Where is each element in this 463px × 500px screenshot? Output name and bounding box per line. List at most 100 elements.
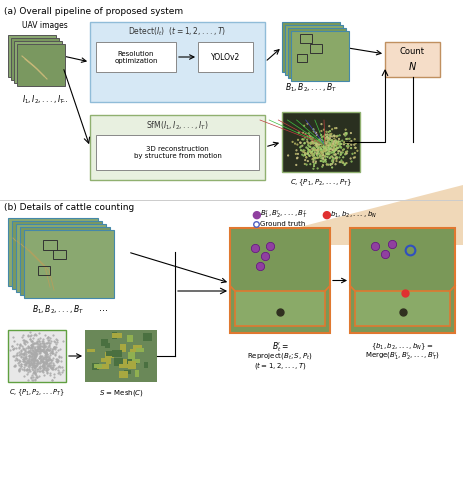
- Point: [301, 146, 308, 154]
- Point: [333, 124, 340, 132]
- Point: [345, 142, 352, 150]
- Point: [314, 146, 322, 154]
- Point: [25, 348, 32, 356]
- Point: [23, 338, 30, 345]
- Point: [326, 148, 333, 156]
- Point: [324, 144, 332, 152]
- Point: [330, 140, 337, 148]
- Point: [40, 337, 47, 345]
- Point: [329, 140, 337, 148]
- Point: [23, 366, 31, 374]
- Point: [331, 138, 338, 146]
- Point: [318, 152, 325, 160]
- Point: [46, 362, 53, 370]
- Point: [44, 345, 51, 353]
- Point: [44, 336, 51, 344]
- Point: [314, 148, 321, 156]
- Point: [326, 144, 333, 152]
- Point: [40, 361, 47, 369]
- Point: [333, 132, 340, 140]
- Point: [28, 336, 35, 344]
- Point: [50, 370, 57, 378]
- Point: [328, 138, 336, 146]
- Point: [331, 124, 338, 132]
- Point: [300, 148, 307, 156]
- Point: [313, 142, 320, 150]
- Point: [343, 135, 350, 143]
- Point: [307, 142, 314, 150]
- Point: [50, 366, 57, 374]
- Point: [17, 340, 24, 348]
- Point: [329, 154, 337, 162]
- Point: [331, 146, 338, 154]
- Point: [51, 366, 59, 374]
- Point: [330, 156, 337, 164]
- Point: [335, 138, 342, 145]
- Point: [335, 147, 342, 155]
- FancyBboxPatch shape: [90, 115, 265, 180]
- Point: [318, 142, 325, 150]
- Point: [339, 146, 346, 154]
- Point: [325, 132, 332, 140]
- Point: [312, 142, 319, 150]
- Point: [39, 340, 46, 347]
- Point: [328, 148, 336, 156]
- Point: [332, 146, 340, 154]
- Point: [38, 356, 45, 364]
- Bar: [112, 332, 117, 338]
- Point: [25, 359, 33, 367]
- Point: [339, 148, 346, 156]
- Point: [41, 339, 48, 347]
- Point: [52, 355, 59, 363]
- Point: [37, 346, 44, 354]
- Point: [18, 366, 25, 374]
- FancyBboxPatch shape: [288, 28, 346, 78]
- Point: [320, 139, 328, 147]
- Point: [313, 142, 321, 150]
- Point: [324, 146, 331, 154]
- Point: [26, 357, 33, 365]
- Point: [321, 147, 329, 155]
- Point: [38, 337, 46, 345]
- Text: Merge$(B_1', B_2', ..., B_T')$: Merge$(B_1', B_2', ..., B_T')$: [365, 351, 440, 363]
- Point: [19, 350, 26, 358]
- Point: [35, 346, 43, 354]
- Point: [18, 362, 25, 370]
- Point: [24, 366, 31, 374]
- Point: [29, 350, 36, 358]
- Point: [305, 130, 313, 138]
- Point: [27, 332, 35, 340]
- Point: [309, 136, 316, 143]
- Point: [317, 145, 325, 153]
- Point: [43, 360, 50, 368]
- Point: [342, 150, 350, 158]
- Point: [343, 142, 350, 150]
- Point: [43, 345, 50, 353]
- Point: [306, 132, 313, 140]
- Point: [17, 350, 24, 358]
- Point: [313, 140, 320, 148]
- Point: [25, 364, 33, 372]
- Point: [332, 142, 339, 150]
- Point: [319, 151, 327, 159]
- Point: [322, 152, 329, 160]
- Point: [53, 338, 60, 345]
- Point: [36, 362, 43, 370]
- Text: YOLOv2: YOLOv2: [211, 52, 240, 62]
- Point: [328, 136, 336, 144]
- Point: [31, 330, 39, 338]
- FancyBboxPatch shape: [8, 218, 98, 286]
- Point: [31, 350, 39, 358]
- Point: [34, 336, 41, 344]
- Point: [43, 350, 50, 358]
- Point: [57, 354, 64, 362]
- Point: [328, 146, 336, 154]
- Point: [53, 358, 61, 366]
- Point: [18, 348, 25, 356]
- Point: [30, 376, 37, 384]
- Point: [317, 147, 324, 155]
- Point: [10, 352, 17, 360]
- Point: [22, 348, 29, 356]
- Point: [10, 362, 18, 370]
- Point: [20, 357, 28, 365]
